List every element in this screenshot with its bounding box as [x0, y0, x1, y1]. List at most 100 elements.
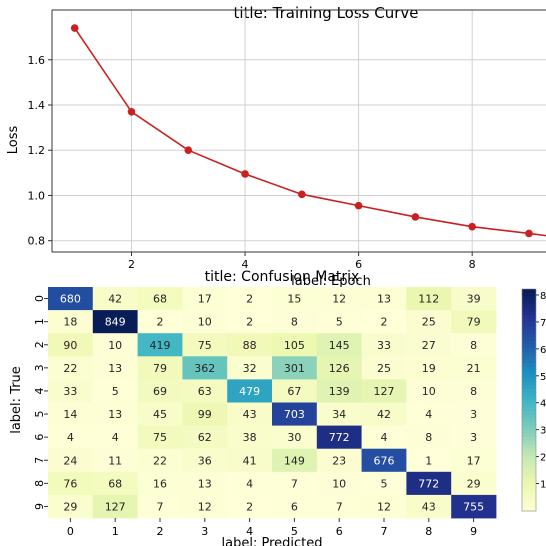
- cell-label-5-2: 45: [153, 408, 167, 421]
- cell-label-0-7: 13: [377, 293, 391, 306]
- cell-label-5-0: 14: [63, 408, 77, 421]
- confusion-matrix-x-label: label: Predicted: [222, 536, 323, 546]
- cell-4-0: [48, 379, 94, 403]
- loss-point-5: [354, 201, 363, 210]
- cell-0-8: [406, 287, 452, 311]
- cell-3-0: [48, 356, 94, 380]
- cell-3-1: [92, 356, 138, 380]
- loss-chart-x-label: label: Epoch: [291, 274, 371, 289]
- loss-y-tick-label-3: 1.4: [28, 99, 46, 112]
- cell-0-2: [137, 287, 183, 311]
- cell-label-7-2: 22: [153, 454, 167, 467]
- hm-y-tick-label-5: 5: [33, 411, 46, 418]
- cell-0-7: [361, 287, 407, 311]
- cell-label-3-5: 301: [284, 362, 305, 375]
- cell-label-3-9: 21: [467, 362, 481, 375]
- cell-8-4: [227, 471, 273, 496]
- colorbar-step-21: [522, 366, 536, 371]
- cell-5-6: [316, 402, 362, 426]
- cell-label-0-0: 680: [60, 293, 81, 306]
- cell-9-3: [182, 494, 228, 519]
- cell-label-7-3: 36: [198, 454, 212, 467]
- cell-label-2-5: 105: [284, 339, 305, 352]
- cell-label-9-8: 43: [422, 500, 436, 513]
- colorbar-step-10: [522, 326, 536, 331]
- cell-label-6-2: 75: [153, 431, 167, 444]
- colorbar-step-25: [522, 381, 536, 386]
- cell-2-6: [316, 333, 362, 357]
- hm-x-tick-label-7: 7: [381, 525, 388, 538]
- cell-2-4: [227, 333, 273, 357]
- cell-8-2: [137, 471, 183, 496]
- cell-label-1-5: 8: [291, 316, 298, 329]
- cell-label-0-1: 42: [108, 293, 122, 306]
- colorbar-tick-label-4: 5: [540, 372, 546, 383]
- hm-y-tick-label-7: 7: [33, 457, 46, 464]
- loss-series: [70, 24, 546, 238]
- cell-label-9-0: 29: [63, 500, 77, 513]
- cell-label-3-4: 32: [243, 362, 257, 375]
- cell-label-8-6: 10: [332, 477, 346, 490]
- loss-chart-title: title: Training Loss Curve: [233, 4, 418, 22]
- cell-6-8: [406, 425, 452, 450]
- confusion-matrix-y-ticks: 0 1 2 3 4 5 6 7 8 9: [33, 295, 48, 510]
- colorbar-step-59: [522, 507, 536, 512]
- colorbar-step-45: [522, 455, 536, 460]
- colorbar-step-26: [522, 385, 536, 390]
- cell-label-4-9: 8: [470, 385, 477, 398]
- cell-label-3-2: 79: [153, 362, 167, 375]
- cell-label-0-6: 12: [332, 293, 346, 306]
- cell-label-5-4: 43: [243, 408, 257, 421]
- cell-2-9: [451, 333, 497, 357]
- cell-6-5: [272, 425, 318, 450]
- loss-chart-grid: [51, 9, 546, 253]
- hm-y-tick-label-9: 9: [33, 503, 46, 510]
- cell-8-0: [48, 471, 94, 496]
- cell-4-7: [361, 379, 407, 403]
- cell-label-0-3: 17: [198, 293, 212, 306]
- cell-label-9-6: 7: [336, 500, 343, 513]
- cell-label-0-4: 2: [246, 293, 253, 306]
- cell-label-2-0: 90: [63, 339, 77, 352]
- hm-x-tick-label-6: 6: [336, 525, 343, 538]
- cell-3-4: [227, 356, 273, 380]
- colorbar-tick-label-6: 7: [540, 318, 546, 329]
- hm-y-tick-label-8: 8: [33, 480, 46, 487]
- cell-7-8: [406, 448, 452, 473]
- cell-label-3-3: 362: [194, 362, 215, 375]
- colorbar-step-18: [522, 355, 536, 360]
- cell-label-8-2: 16: [153, 477, 167, 490]
- colorbar-step-5: [522, 307, 536, 312]
- cell-1-1: [92, 310, 138, 334]
- colorbar-tick-label-2: 3: [540, 426, 546, 437]
- cell-8-3: [182, 471, 228, 496]
- cell-6-7: [361, 425, 407, 450]
- cell-4-1: [92, 379, 138, 403]
- loss-point-2: [184, 146, 193, 155]
- loss-x-tick-label-2: 6: [355, 258, 362, 271]
- colorbar-step-27: [522, 388, 536, 394]
- cell-label-7-9: 17: [467, 454, 481, 467]
- cell-7-4: [227, 448, 273, 473]
- cell-label-2-2: 419: [150, 339, 171, 352]
- cell-label-6-5: 30: [287, 431, 301, 444]
- cell-2-3: [182, 333, 228, 357]
- colorbar-step-43: [522, 448, 536, 453]
- cell-label-3-7: 25: [377, 362, 391, 375]
- cell-6-6: [316, 425, 362, 450]
- colorbar-step-54: [522, 488, 536, 494]
- cell-label-5-8: 4: [425, 408, 432, 421]
- loss-point-4: [298, 190, 306, 199]
- colorbar-tick-label-7: 8: [540, 291, 546, 302]
- cell-5-7: [361, 402, 407, 426]
- colorbar-frame: [521, 288, 537, 512]
- colorbar-step-28: [522, 392, 536, 397]
- cell-1-8: [406, 310, 452, 334]
- colorbar-step-40: [522, 437, 536, 442]
- colorbar-step-34: [522, 414, 536, 420]
- cell-label-1-1: 849: [105, 316, 126, 329]
- cell-6-9: [451, 425, 497, 450]
- cell-label-0-8: 112: [418, 293, 439, 306]
- cell-2-7: [361, 333, 407, 357]
